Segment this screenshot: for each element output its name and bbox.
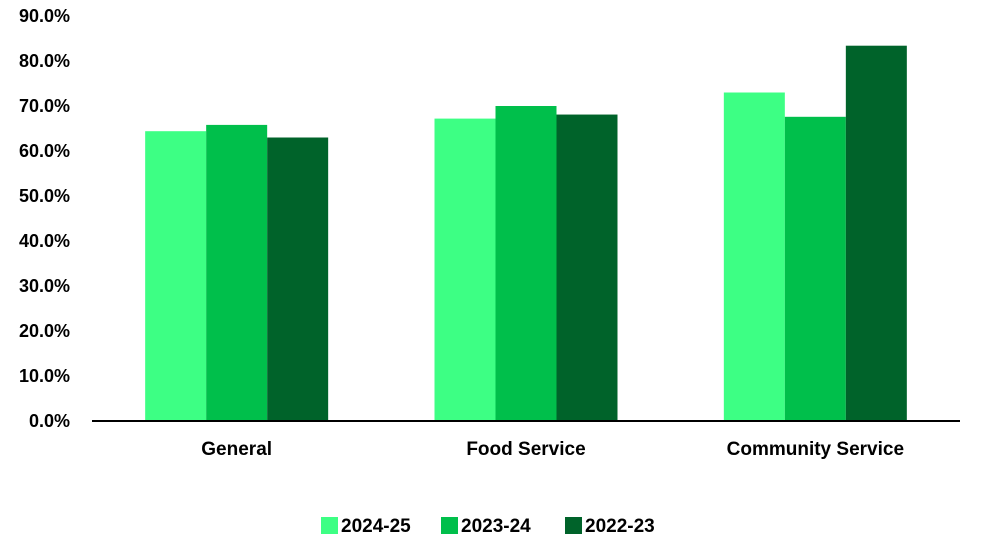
bar-general-2023-24 bbox=[206, 124, 268, 422]
y-tick-label: 10.0% bbox=[19, 366, 70, 386]
bar-series-group bbox=[145, 45, 907, 422]
legend-label: 2024-25 bbox=[341, 516, 411, 537]
bar-food-service-2022-23 bbox=[556, 114, 618, 422]
bar-food-service-2024-25 bbox=[434, 118, 496, 421]
y-axis-tick-labels: 0.0% 10.0% 20.0% 30.0% 40.0% 50.0% 60.0% 70.0% 8… bbox=[19, 6, 70, 431]
legend: 2024-25 2023-24 2022-23 bbox=[321, 516, 655, 537]
bar-general-2022-23 bbox=[267, 137, 329, 421]
bar-general-2024-25 bbox=[145, 131, 207, 421]
y-tick-label: 60.0% bbox=[19, 141, 70, 161]
y-tick-label: 30.0% bbox=[19, 276, 70, 296]
legend-label: 2023-24 bbox=[461, 516, 531, 537]
legend-label: 2022-23 bbox=[585, 516, 655, 537]
bar-food-service-2023-24 bbox=[495, 106, 557, 421]
y-tick-label: 40.0% bbox=[19, 231, 70, 251]
bar-community-service-2022-23 bbox=[845, 45, 907, 421]
y-tick-label: 80.0% bbox=[19, 51, 70, 71]
x-category-label: Community Service bbox=[727, 439, 904, 460]
y-tick-label: 50.0% bbox=[19, 186, 70, 206]
x-category-label: General bbox=[201, 439, 272, 460]
x-axis-category-labels: General Food Service Community Service bbox=[201, 439, 904, 460]
y-tick-label: 0.0% bbox=[29, 411, 70, 431]
bar-community-service-2024-25 bbox=[723, 92, 785, 421]
x-category-label: Food Service bbox=[466, 439, 585, 460]
legend-swatch bbox=[321, 517, 338, 534]
legend-swatch bbox=[441, 517, 458, 534]
y-tick-label: 20.0% bbox=[19, 321, 70, 341]
legend-swatch bbox=[565, 517, 582, 534]
bar-community-service-2023-24 bbox=[784, 116, 846, 422]
y-tick-label: 70.0% bbox=[19, 96, 70, 116]
y-tick-label: 90.0% bbox=[19, 6, 70, 26]
